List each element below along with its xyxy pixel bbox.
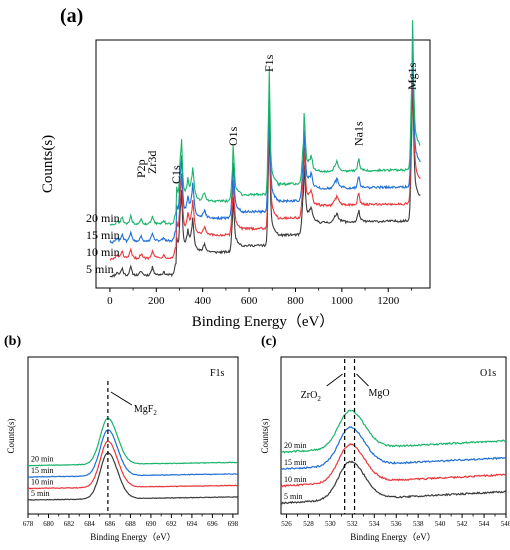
series-line-5-min — [280, 460, 507, 505]
peak-annotation: O1s — [226, 126, 240, 146]
panel-c-reference-label-zro2: ZrO2 — [301, 390, 322, 403]
series-label: 15 min — [86, 228, 120, 242]
panel-c-traces — [280, 409, 507, 505]
series-label: 5 min — [31, 489, 49, 498]
panel-c-frame — [280, 356, 507, 515]
panel-a-series-labels: 5 min 10 min 15 min 20 min — [86, 211, 120, 276]
series-label: 20 min — [284, 441, 306, 450]
peak-annotation: Mg1s — [405, 62, 419, 90]
panel-c-arrow-mgo — [356, 373, 369, 387]
x-tick-label: 542 — [457, 520, 468, 528]
x-tick-label: 678 — [23, 520, 34, 528]
series-label: 5 min — [284, 492, 302, 501]
series-label: 5 min — [86, 262, 114, 276]
panel-b-title: F1s — [210, 368, 225, 379]
x-tick-label: 544 — [479, 520, 490, 528]
series-line-15-min — [109, 39, 421, 244]
x-tick-label: 686 — [105, 520, 116, 528]
x-tick-label: 684 — [84, 520, 95, 528]
panel-c-reference-label-mgo: MgO — [369, 388, 390, 399]
panel-b: (b) F1s 678 680 682 684 686 688 690 692 694 696 69… — [4, 334, 239, 542]
panel-c-ref1-sub: 2 — [317, 395, 321, 403]
x-tick-label: 200 — [148, 295, 165, 307]
x-tick-label: 692 — [166, 520, 177, 528]
x-tick-label: 698 — [228, 520, 239, 528]
x-tick-label: 546 — [501, 520, 510, 528]
series-line-10-min — [280, 442, 506, 488]
panel-b-x-ticks: 678 680 682 684 686 688 690 692 694 696 698 — [23, 514, 239, 528]
series-line-5-min — [109, 72, 421, 278]
panel-c-ylabel: Counts(s) — [260, 418, 270, 453]
panel-a-ylabel: Counts(s) — [40, 135, 56, 193]
panel-c-series-labels: 5 min 10 min 15 min 20 min — [284, 441, 306, 501]
x-tick-label: 800 — [287, 295, 304, 307]
peak-annotation: C1s — [169, 165, 183, 184]
panel-b-ylabel: Counts(s) — [6, 418, 16, 453]
series-line-10-min — [109, 55, 421, 261]
panel-b-traces — [27, 417, 239, 501]
series-line-20-min — [109, 20, 421, 226]
panel-c-ref1-main: ZrO — [301, 390, 318, 401]
series-line-15-min — [27, 429, 239, 478]
panel-c-letter: (c) — [261, 334, 277, 349]
series-line-15-min — [280, 426, 507, 471]
panel-b-ref-sub: 2 — [153, 409, 157, 417]
series-label: 20 min — [31, 455, 53, 464]
panel-b-letter: (b) — [4, 334, 21, 349]
panel-c-x-ticks: 526 528 530 532 534 536 538 540 542 544 546 — [281, 514, 510, 528]
x-tick-label: 682 — [64, 520, 75, 528]
x-tick-label: 694 — [187, 520, 198, 528]
x-tick-label: 400 — [194, 295, 211, 307]
x-tick-label: 526 — [281, 520, 292, 528]
peak-annotation: Na1s — [351, 121, 365, 146]
panel-a-x-ticks: 0 200 400 600 800 1000 1200 — [107, 288, 412, 307]
x-tick-label: 530 — [325, 520, 336, 528]
series-line-20-min — [28, 417, 239, 467]
series-label: 10 min — [86, 245, 120, 259]
panel-a-traces — [109, 20, 421, 278]
panel-b-reference-label: MgF2 — [134, 404, 157, 417]
series-line-20-min — [280, 409, 507, 454]
x-tick-label: 538 — [413, 520, 424, 528]
panel-c-title: O1s — [480, 368, 496, 379]
x-tick-label: 696 — [207, 520, 218, 528]
series-line-5-min — [27, 452, 239, 501]
x-tick-label: 540 — [435, 520, 446, 528]
x-tick-label: 534 — [369, 520, 380, 528]
x-tick-label: 0 — [107, 295, 113, 307]
peak-annotation: Zr3d — [145, 151, 159, 174]
panel-c: (c) O1s 526 528 530 532 534 536 538 540 542 544 54… — [260, 334, 510, 542]
x-tick-label: 600 — [241, 295, 258, 307]
panel-b-frame — [27, 356, 239, 515]
x-tick-label: 1200 — [377, 295, 400, 307]
panel-b-arrow — [110, 391, 133, 406]
panel-a-xlabel: Binding Energy（eV） — [192, 313, 335, 330]
peak-annotation: P2p — [134, 159, 148, 178]
series-label: 15 min — [284, 458, 306, 467]
series-label: 15 min — [31, 466, 53, 475]
panel-b-ref-main: MgF — [134, 404, 154, 415]
peak-annotation: F1s — [262, 54, 276, 72]
panel-c-xlabel: Binding Energy（eV） — [350, 532, 436, 542]
panel-a-frame — [95, 39, 431, 289]
x-tick-label: 532 — [347, 520, 358, 528]
series-label: 20 min — [86, 211, 120, 225]
x-tick-label: 688 — [125, 520, 136, 528]
x-tick-label: 1000 — [331, 295, 354, 307]
series-line-10-min — [27, 440, 239, 490]
panel-b-series-labels: 5 min 10 min 15 min 20 min — [31, 455, 53, 499]
series-label: 10 min — [31, 478, 53, 487]
panel-c-arrow-zro2 — [326, 373, 343, 387]
x-tick-label: 690 — [146, 520, 157, 528]
panel-b-xlabel: Binding Energy（eV） — [90, 532, 176, 542]
x-tick-label: 536 — [391, 520, 402, 528]
series-label: 10 min — [284, 475, 306, 484]
panel-a-letter: (a) — [60, 5, 83, 27]
x-tick-label: 680 — [43, 520, 54, 528]
x-tick-label: 528 — [303, 520, 314, 528]
